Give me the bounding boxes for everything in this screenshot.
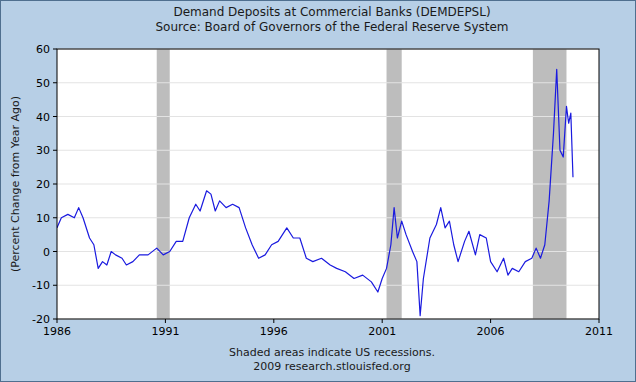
y-tick-label: 20 bbox=[36, 178, 50, 191]
y-tick-label: 30 bbox=[36, 144, 50, 157]
y-tick bbox=[53, 150, 57, 151]
grid-line bbox=[57, 217, 599, 218]
y-tick-label: 50 bbox=[36, 77, 50, 90]
chart: Demand Deposits at Commercial Banks (DEM… bbox=[0, 0, 636, 382]
x-tick bbox=[599, 319, 600, 323]
x-tick bbox=[165, 319, 166, 323]
x-tick-label: 2006 bbox=[477, 325, 505, 338]
footer-text: 2009 research.stlouisfed.org bbox=[253, 360, 410, 373]
x-tick-label: 1991 bbox=[151, 325, 179, 338]
y-tick bbox=[53, 251, 57, 252]
y-tick bbox=[53, 49, 57, 50]
y-tick bbox=[53, 217, 57, 218]
x-tick bbox=[273, 319, 274, 323]
y-axis-label: (Percent Change from Year Ago) bbox=[9, 96, 22, 272]
grid bbox=[57, 49, 599, 319]
y-tick bbox=[53, 116, 57, 117]
y-tick bbox=[53, 82, 57, 83]
x-tick bbox=[57, 319, 58, 323]
x-tick bbox=[490, 319, 491, 323]
subtitle: Source: Board of Governors of the Federa… bbox=[155, 20, 508, 34]
plot-area bbox=[57, 49, 599, 319]
y-tick bbox=[53, 319, 57, 320]
title: Demand Deposits at Commercial Banks (DEM… bbox=[173, 5, 490, 19]
y-tick bbox=[53, 184, 57, 185]
y-tick-label: 0 bbox=[43, 246, 50, 259]
footer-text: Shaded areas indicate US recessions. bbox=[229, 346, 435, 359]
y-tick bbox=[53, 285, 57, 286]
x-tick-label: 2011 bbox=[585, 325, 613, 338]
y-tick-label: 40 bbox=[36, 111, 50, 124]
x-tick bbox=[382, 319, 383, 323]
grid-line bbox=[57, 116, 599, 117]
series bbox=[57, 69, 573, 315]
background bbox=[1, 1, 636, 382]
x-tick-label: 1986 bbox=[43, 325, 71, 338]
y-tick-label: 60 bbox=[36, 43, 50, 56]
line bbox=[57, 69, 573, 315]
x-tick-label: 1996 bbox=[260, 325, 288, 338]
grid-line bbox=[57, 150, 599, 151]
page: {"chart_data": { "type": "line", "title"… bbox=[0, 0, 636, 382]
plot-frame bbox=[57, 49, 599, 319]
grid-line bbox=[57, 251, 599, 252]
grid-line bbox=[57, 82, 599, 83]
y-tick-label: 10 bbox=[36, 212, 50, 225]
y-tick-label: -10 bbox=[32, 279, 50, 292]
x-tick-label: 2001 bbox=[368, 325, 396, 338]
grid-line bbox=[57, 184, 599, 185]
grid-line bbox=[57, 285, 599, 286]
